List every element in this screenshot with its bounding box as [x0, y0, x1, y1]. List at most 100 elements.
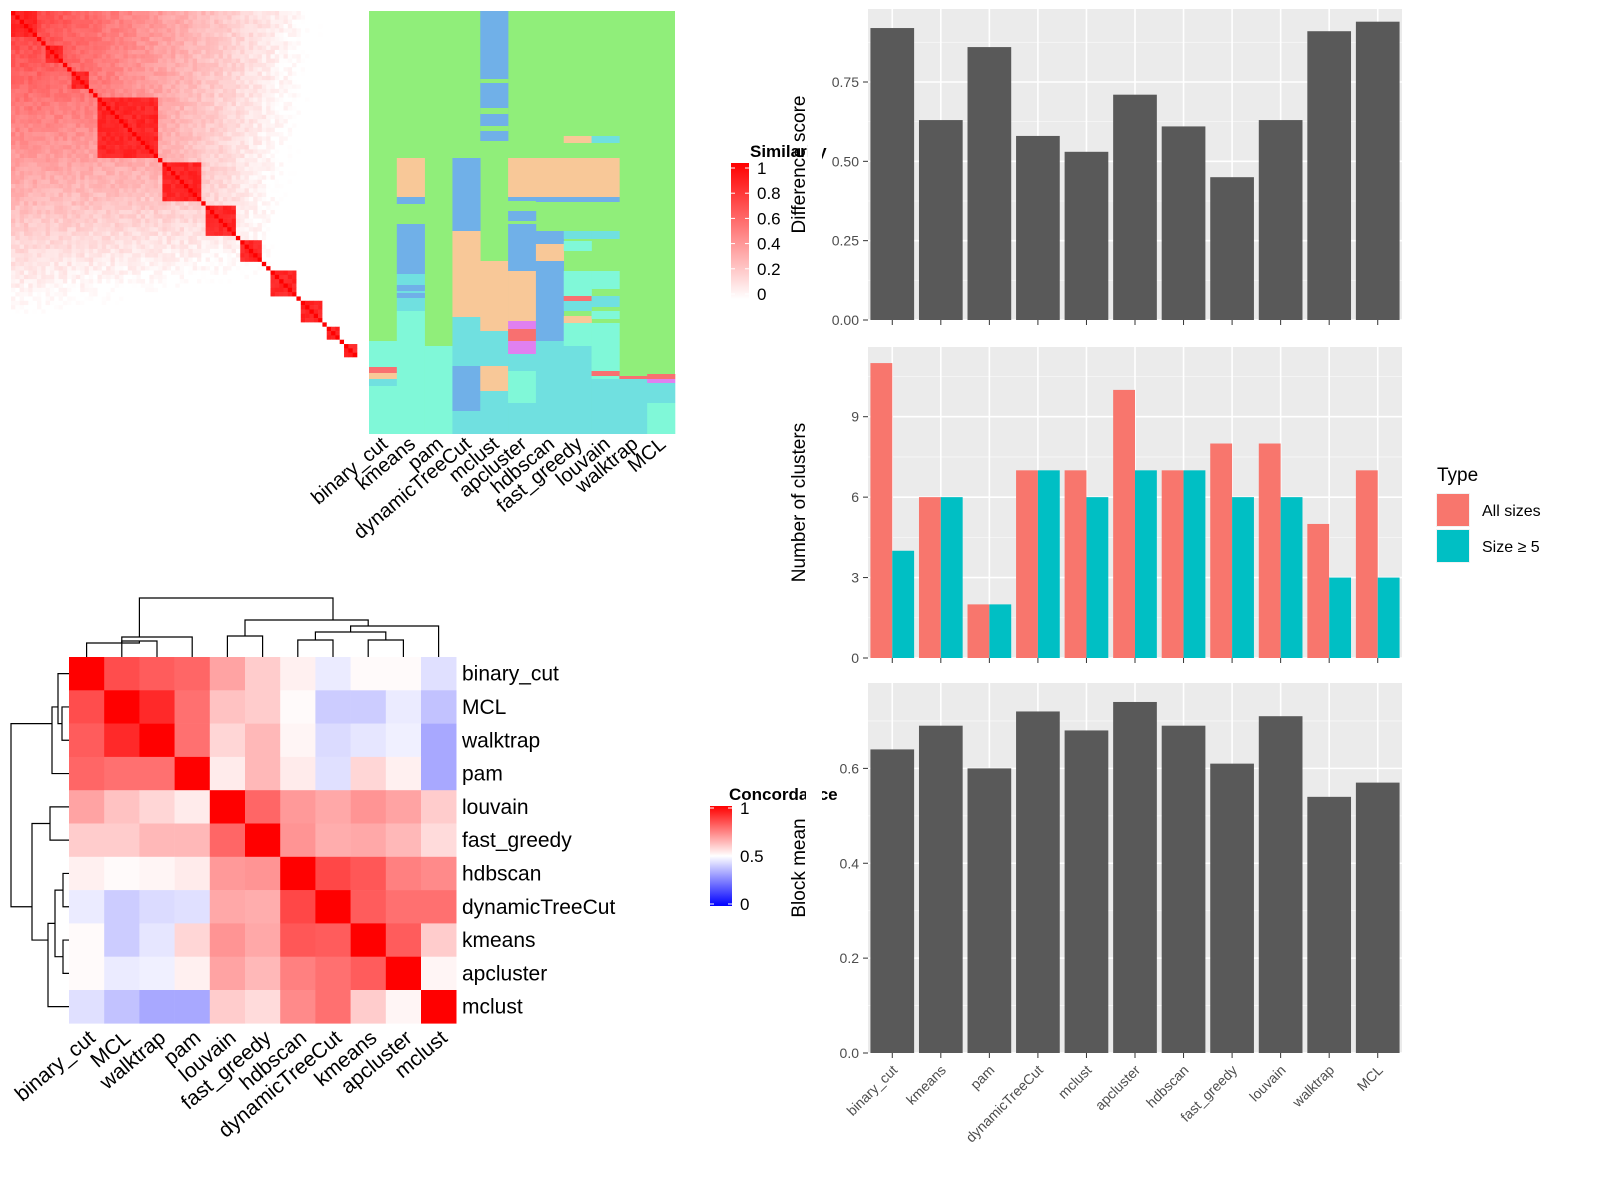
similarity-cell	[45, 123, 51, 129]
similarity-cell	[149, 257, 155, 263]
similarity-cell	[313, 166, 319, 172]
similarity-cell	[67, 171, 72, 176]
similarity-cell	[184, 71, 189, 77]
similarity-cell	[49, 175, 55, 180]
similarity-cell	[62, 253, 68, 258]
similarity-cell	[352, 196, 358, 202]
similarity-cell	[162, 171, 168, 176]
similarity-cell	[97, 171, 103, 176]
similarity-cell	[244, 80, 250, 85]
similarity-cell	[36, 15, 42, 20]
similarity-cell	[192, 84, 198, 90]
similarity-cell	[179, 175, 185, 180]
similarity-cell	[15, 114, 20, 120]
similarity-cell	[188, 188, 193, 193]
similarity-cell	[32, 80, 38, 85]
similarity-cell	[331, 23, 336, 29]
similarity-cell	[145, 45, 150, 51]
similarity-cell	[296, 110, 302, 116]
similarity-cell	[28, 140, 33, 146]
similarity-cell	[58, 54, 64, 59]
similarity-cell	[309, 162, 315, 168]
similarity-cell	[261, 218, 267, 224]
similarity-cell	[175, 205, 180, 211]
similarity-cell	[322, 192, 328, 198]
similarity-cell	[110, 136, 116, 142]
similarity-cell	[11, 88, 16, 94]
similarity-cell	[140, 253, 146, 258]
similarity-cell	[171, 41, 176, 46]
similarity-cell	[166, 201, 172, 206]
similarity-cell	[166, 45, 172, 51]
similarity-cell	[58, 140, 64, 146]
similarity-cell	[36, 184, 42, 189]
similarity-cell	[248, 244, 254, 250]
similarity-cell	[214, 93, 219, 98]
similarity-cell	[49, 23, 55, 29]
similarity-cell	[352, 214, 358, 219]
similarity-cell	[101, 106, 107, 111]
similarity-cell	[188, 214, 193, 219]
similarity-cell	[140, 235, 146, 241]
similarity-cell	[235, 266, 241, 271]
similarity-cell	[62, 32, 68, 38]
similarity-cell	[309, 240, 315, 245]
similarity-cell	[253, 23, 258, 29]
similarity-cell	[88, 184, 94, 189]
similarity-cell	[162, 274, 168, 280]
similarity-cell	[110, 58, 116, 64]
similarity-cell	[132, 58, 137, 64]
similarity-cell	[149, 54, 155, 59]
similarity-cell	[136, 201, 142, 206]
similarity-cell	[45, 140, 51, 146]
similarity-cell	[335, 270, 341, 276]
similarity-cell	[300, 153, 306, 159]
similarity-cell	[248, 270, 254, 276]
similarity-cell	[339, 11, 345, 16]
similarity-cell	[266, 153, 271, 159]
similarity-cell	[49, 261, 55, 267]
similarity-cell	[318, 106, 323, 111]
similarity-cell	[145, 175, 150, 180]
similarity-cell	[23, 270, 29, 276]
similarity-cell	[305, 227, 310, 232]
similarity-cell	[270, 274, 276, 280]
similarity-cell	[244, 175, 250, 180]
similarity-cell	[300, 222, 306, 228]
similarity-cell	[41, 71, 46, 77]
similarity-cell	[318, 188, 323, 193]
similarity-cell	[231, 54, 237, 59]
similarity-cell	[106, 145, 111, 150]
similarity-cell	[313, 84, 319, 90]
similarity-cell	[136, 106, 142, 111]
similarity-cell	[266, 158, 271, 163]
similarity-cell	[179, 110, 185, 116]
similarity-cell	[97, 274, 103, 280]
similarity-cell	[283, 80, 289, 85]
similarity-cell	[36, 218, 42, 224]
similarity-cell	[192, 149, 198, 155]
similarity-cell	[318, 244, 323, 250]
similarity-cell	[101, 266, 107, 271]
similarity-cell	[248, 248, 254, 254]
similarity-cell	[84, 240, 90, 245]
similarity-cell	[28, 88, 33, 94]
similarity-cell	[19, 23, 25, 29]
similarity-cell	[348, 188, 353, 193]
similarity-cell	[106, 209, 111, 215]
similarity-cell	[15, 218, 20, 224]
similarity-cell	[80, 201, 85, 206]
similarity-cell	[352, 132, 358, 137]
similarity-cell	[171, 218, 176, 224]
similarity-cell	[175, 145, 180, 150]
similarity-cell	[227, 15, 232, 20]
similarity-cell	[67, 45, 72, 51]
similarity-cell	[166, 127, 172, 133]
similarity-cell	[11, 266, 16, 271]
similarity-cell	[188, 97, 193, 103]
similarity-cell	[296, 218, 302, 224]
similarity-cell	[331, 36, 336, 42]
similarity-cell	[222, 162, 228, 168]
similarity-cell	[67, 136, 72, 142]
similarity-cell	[28, 175, 33, 180]
